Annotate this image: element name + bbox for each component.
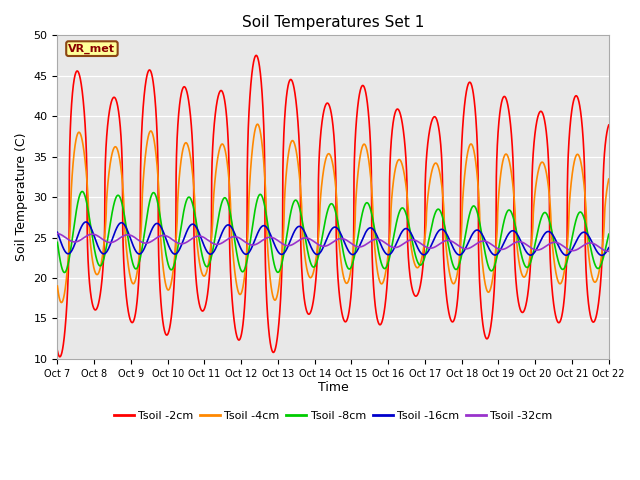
Tsoil -16cm xyxy=(82,219,90,225)
X-axis label: Time: Time xyxy=(317,382,348,395)
Legend: Tsoil -2cm, Tsoil -4cm, Tsoil -8cm, Tsoil -16cm, Tsoil -32cm: Tsoil -2cm, Tsoil -4cm, Tsoil -8cm, Tsoi… xyxy=(109,407,557,425)
Tsoil -32cm xyxy=(506,243,514,249)
Tsoil -4cm xyxy=(54,283,61,289)
Line: Tsoil -32cm: Tsoil -32cm xyxy=(58,234,609,252)
Tsoil -16cm xyxy=(449,244,456,250)
Tsoil -8cm xyxy=(557,265,564,271)
Tsoil -2cm xyxy=(95,297,103,303)
Tsoil -32cm xyxy=(605,249,612,254)
Tsoil -4cm xyxy=(95,268,103,274)
Tsoil -8cm xyxy=(200,258,207,264)
Tsoil -4cm xyxy=(220,142,227,148)
Tsoil -16cm xyxy=(605,245,612,251)
Tsoil -16cm xyxy=(200,241,207,247)
Tsoil -32cm xyxy=(557,241,564,247)
Tsoil -16cm xyxy=(557,247,564,253)
Tsoil -32cm xyxy=(200,234,207,240)
Tsoil -8cm xyxy=(95,263,103,268)
Tsoil -32cm xyxy=(449,239,456,244)
Tsoil -8cm xyxy=(506,208,514,214)
Tsoil -2cm xyxy=(506,120,514,125)
Tsoil -2cm xyxy=(200,308,207,313)
Tsoil -8cm xyxy=(78,189,86,194)
Tsoil -32cm xyxy=(95,234,103,240)
Line: Tsoil -2cm: Tsoil -2cm xyxy=(58,55,609,357)
Tsoil -2cm xyxy=(557,317,564,323)
Tsoil -8cm xyxy=(61,270,68,276)
Text: VR_met: VR_met xyxy=(68,44,115,54)
Tsoil -32cm xyxy=(604,249,612,254)
Tsoil -4cm xyxy=(449,280,456,286)
Tsoil -16cm xyxy=(506,229,514,235)
Tsoil -16cm xyxy=(95,246,103,252)
Tsoil -32cm xyxy=(220,240,227,245)
Title: Soil Temperatures Set 1: Soil Temperatures Set 1 xyxy=(242,15,424,30)
Tsoil -8cm xyxy=(54,240,61,245)
Tsoil -16cm xyxy=(54,229,61,235)
Y-axis label: Soil Temperature (C): Soil Temperature (C) xyxy=(15,133,28,262)
Tsoil -4cm xyxy=(200,273,207,279)
Tsoil -4cm xyxy=(58,300,65,305)
Tsoil -4cm xyxy=(557,280,564,286)
Tsoil -4cm xyxy=(506,163,514,169)
Tsoil -2cm xyxy=(252,52,260,58)
Tsoil -16cm xyxy=(598,252,605,258)
Line: Tsoil -8cm: Tsoil -8cm xyxy=(58,192,609,273)
Tsoil -32cm xyxy=(54,231,61,237)
Tsoil -8cm xyxy=(449,261,456,267)
Tsoil -2cm xyxy=(605,122,612,128)
Line: Tsoil -16cm: Tsoil -16cm xyxy=(58,222,609,255)
Tsoil -4cm xyxy=(605,176,612,182)
Tsoil -8cm xyxy=(605,231,612,237)
Tsoil -2cm xyxy=(449,319,456,325)
Tsoil -8cm xyxy=(220,196,227,202)
Line: Tsoil -4cm: Tsoil -4cm xyxy=(58,124,609,302)
Tsoil -2cm xyxy=(56,354,64,360)
Tsoil -2cm xyxy=(220,92,227,97)
Tsoil -2cm xyxy=(54,348,61,354)
Tsoil -4cm xyxy=(253,121,261,127)
Tsoil -16cm xyxy=(220,227,227,233)
